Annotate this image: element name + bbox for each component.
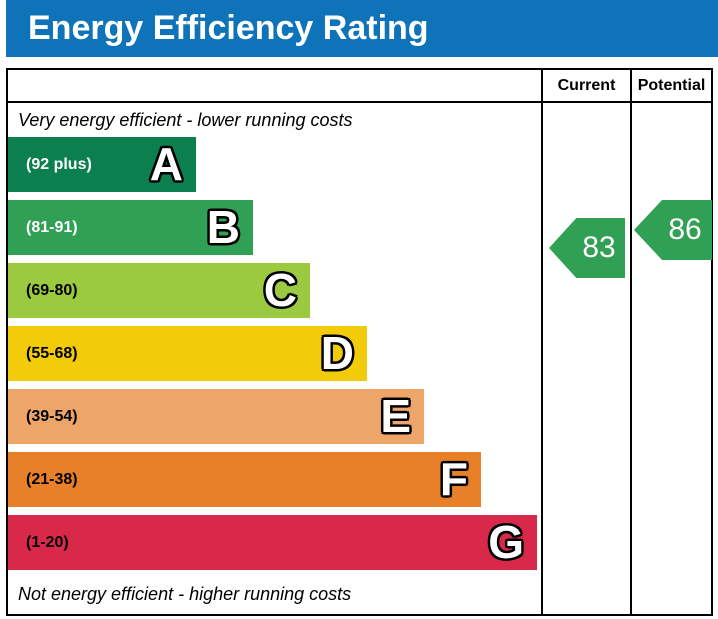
bands-column: Very energy efficient - lower running co… bbox=[8, 103, 541, 614]
band-letter: C bbox=[263, 264, 297, 316]
potential-column: 86 bbox=[630, 103, 712, 614]
band-e: (39-54) E bbox=[8, 389, 424, 444]
column-header-potential: Potential bbox=[630, 70, 711, 101]
current-rating-value: 83 bbox=[582, 231, 616, 264]
band-range-label: (21-38) bbox=[26, 470, 78, 488]
band-g: (1-20) G bbox=[8, 515, 537, 570]
band-letter: F bbox=[439, 453, 468, 505]
band-range-label: (69-80) bbox=[26, 281, 78, 299]
band-letter: E bbox=[380, 390, 411, 442]
band-f: (21-38) F bbox=[8, 452, 481, 507]
current-column: 83 bbox=[541, 103, 630, 614]
rating-table: Current Potential Very energy efficient … bbox=[6, 68, 713, 616]
page-title: Energy Efficiency Rating bbox=[6, 0, 718, 57]
column-header-current: Current bbox=[541, 70, 630, 101]
band-d: (55-68) D bbox=[8, 326, 367, 381]
band-range-label: (1-20) bbox=[26, 533, 69, 551]
table-header-row: Current Potential bbox=[8, 70, 711, 103]
band-letter: G bbox=[488, 516, 524, 568]
band-range-label: (92 plus) bbox=[26, 155, 92, 173]
band-a: (92 plus) A bbox=[8, 137, 196, 192]
band-b: (81-91) B bbox=[8, 200, 253, 255]
band-letter: A bbox=[149, 138, 183, 190]
bottom-note: Not energy efficient - higher running co… bbox=[18, 584, 352, 604]
table-body: Very energy efficient - lower running co… bbox=[8, 103, 712, 614]
header-spacer bbox=[8, 70, 541, 101]
band-range-label: (39-54) bbox=[26, 407, 78, 425]
band-range-label: (55-68) bbox=[26, 344, 78, 362]
current-rating-arrow: 83 bbox=[549, 218, 625, 278]
potential-rating-value: 86 bbox=[668, 213, 702, 246]
band-c: (69-80) C bbox=[8, 263, 310, 318]
potential-rating-arrow: 86 bbox=[634, 200, 712, 260]
band-range-label: (81-91) bbox=[26, 218, 78, 236]
band-letter: B bbox=[206, 201, 240, 253]
top-note: Very energy efficient - lower running co… bbox=[18, 110, 353, 130]
band-letter: D bbox=[320, 327, 354, 379]
bands-container: (92 plus) A (81-91) B (69-80) C (55-68) D (39-54… bbox=[8, 137, 541, 578]
